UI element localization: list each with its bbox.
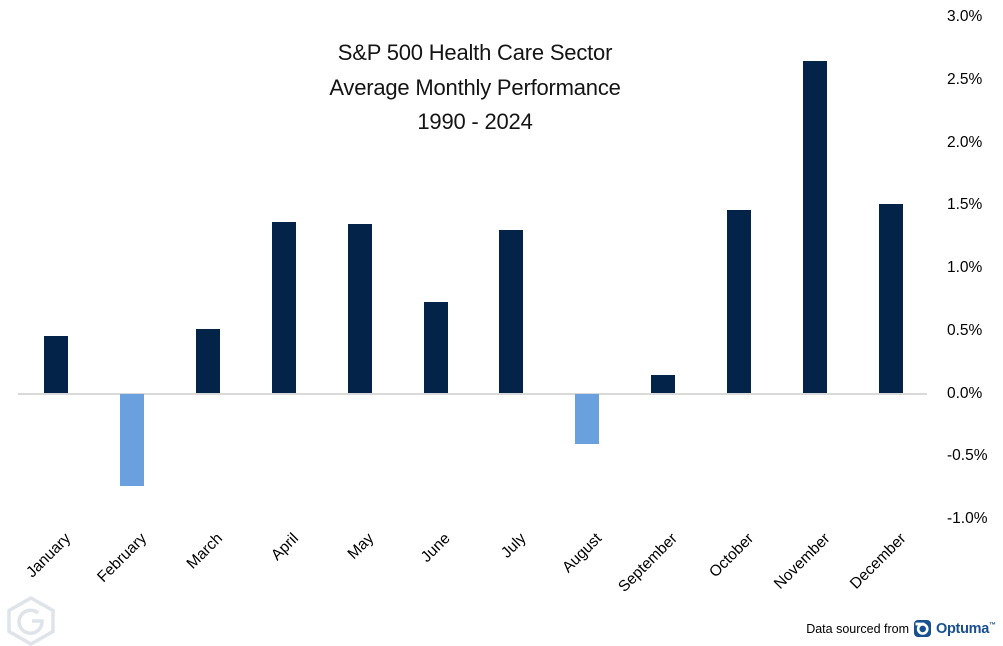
bar-june	[423, 301, 448, 394]
optuma-trademark: ™	[989, 621, 996, 629]
bar-february	[119, 393, 144, 487]
x-tick-label-may: May	[344, 530, 378, 563]
x-tick-label-december: December	[846, 530, 910, 593]
bar-august	[575, 393, 600, 444]
bar-march	[195, 329, 220, 394]
chart-title-line1: S&P 500 Health Care Sector	[337, 40, 613, 65]
x-tick-label-march: March	[183, 530, 226, 573]
y-tick-label: 2.0%	[947, 133, 983, 151]
chart-title-line3: 1990 - 2024	[417, 109, 533, 134]
bar-july	[499, 230, 524, 394]
data-source-footer: Data sourced from Optuma ™	[806, 620, 996, 637]
y-tick-label: 0.0%	[947, 384, 983, 402]
y-tick-label: 2.5%	[947, 70, 983, 88]
y-tick-label: 0.5%	[947, 321, 983, 339]
y-tick-label: 1.0%	[947, 259, 983, 276]
bar-may	[347, 224, 372, 394]
zero-axis-line	[18, 392, 927, 395]
bar-january	[44, 335, 68, 394]
x-tick-label-august: August	[559, 530, 606, 577]
chart-title: S&P 500 Health Care Sector Average Month…	[0, 36, 950, 140]
y-tick-label: 3.0%	[947, 8, 983, 25]
y-tick-label: 1.5%	[947, 196, 983, 214]
bar-april	[271, 221, 296, 394]
optuma-brand-text: Optuma	[936, 620, 989, 637]
x-tick-label-october: October	[706, 530, 758, 582]
bar-november	[803, 60, 828, 394]
bar-december	[879, 203, 903, 394]
optuma-logo-icon	[914, 620, 932, 637]
x-tick-label-november: November	[770, 530, 834, 593]
x-tick-label-july: July	[497, 530, 530, 562]
x-tick-label-january: January	[22, 530, 75, 582]
bar-october	[727, 210, 752, 394]
bar-september	[651, 374, 676, 394]
x-tick-label-june: June	[417, 530, 454, 566]
x-tick-label-february: February	[94, 530, 150, 586]
chart-title-line2: Average Monthly Performance	[329, 74, 621, 100]
y-tick-label: -0.5%	[947, 447, 988, 465]
watermark-hexagon-logo	[7, 596, 55, 646]
x-tick-label-april: April	[267, 530, 302, 564]
source-text: Data sourced from	[806, 621, 910, 636]
x-tick-label-september: September	[615, 530, 682, 596]
y-tick-label: -1.0%	[947, 510, 988, 527]
